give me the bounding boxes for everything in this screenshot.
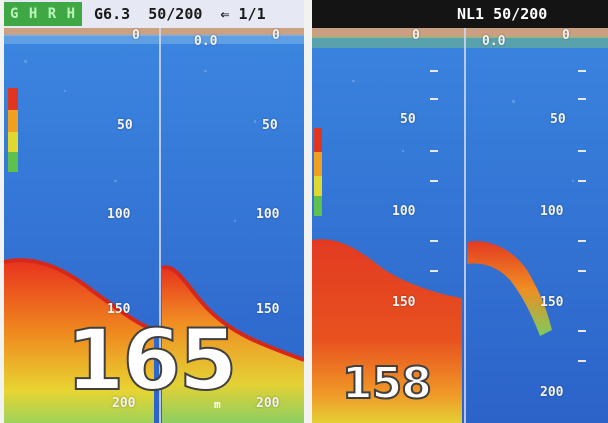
range-readout: NL1 50/200	[457, 5, 548, 23]
scale-label: 150	[540, 295, 564, 310]
scale-label: 100	[256, 207, 280, 222]
left-header-bar: G H R H G6.3 50/200 ⇐ 1/1	[4, 0, 304, 28]
depth-unit: m	[214, 398, 221, 411]
scale-label: 0	[412, 28, 420, 43]
scale-tick	[578, 98, 586, 100]
left-echo-display	[4, 28, 304, 423]
right-header-bar: NL1 50/200	[312, 0, 608, 28]
scale-tick	[578, 240, 586, 242]
scale-label: 100	[107, 207, 131, 222]
scale-tick	[578, 180, 586, 182]
scale-tick	[578, 270, 586, 272]
scale-label: 0	[272, 28, 280, 43]
right-sounder-panel: NL1 50/200 0 50 100 150 0.0 0 50 100 150…	[312, 0, 608, 423]
scale-label: 50	[262, 118, 278, 133]
scale-label: 200	[112, 396, 136, 411]
scale-tick	[430, 180, 438, 182]
scale-label: 50	[400, 112, 416, 127]
split-divider	[159, 28, 161, 423]
scale-tick	[578, 360, 586, 362]
scale-tick	[578, 70, 586, 72]
depth-readout: 158	[341, 358, 433, 409]
scale-label: 0	[562, 28, 570, 43]
scale-tick	[430, 240, 438, 242]
scale-label: 0.0	[482, 34, 506, 49]
scale-tick	[430, 270, 438, 272]
scale-label: 200	[256, 396, 280, 411]
scale-label: 150	[256, 302, 280, 317]
right-echo-display	[312, 28, 608, 423]
scale-label: 200	[540, 385, 564, 400]
scale-label: 100	[540, 204, 564, 219]
scale-tick	[578, 150, 586, 152]
scale-tick	[578, 330, 586, 332]
scale-label: 150	[107, 302, 131, 317]
mode-badge: G H R H	[4, 2, 83, 26]
depth-readout: 165	[65, 311, 238, 409]
scale-label: 150	[392, 295, 416, 310]
range-readout: G6.3 50/200 ⇐ 1/1	[94, 5, 266, 23]
scale-tick	[430, 150, 438, 152]
scale-tick	[430, 98, 438, 100]
scale-label: 0	[132, 28, 140, 43]
split-divider	[464, 28, 466, 423]
scale-label: 100	[392, 204, 416, 219]
scale-label: 50	[117, 118, 133, 133]
scale-label: 50	[550, 112, 566, 127]
scale-tick	[430, 70, 438, 72]
scale-label: 0.0	[194, 34, 218, 49]
left-sounder-panel: G H R H G6.3 50/200 ⇐ 1/1 0 50 100 150 2…	[4, 0, 304, 423]
